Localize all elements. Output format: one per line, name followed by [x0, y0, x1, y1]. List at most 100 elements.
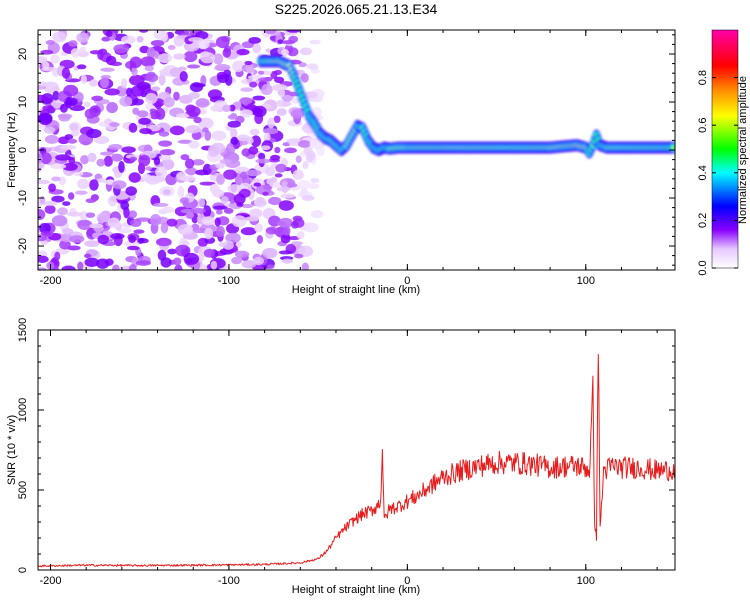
- noise-blob: [75, 190, 88, 195]
- noise-blob: [166, 218, 178, 227]
- noise-blob: [237, 134, 250, 142]
- noise-blob: [155, 107, 166, 120]
- noise-blob: [195, 98, 210, 108]
- noise-blob: [296, 231, 305, 240]
- noise-blob: [173, 53, 186, 60]
- noise-blob: [199, 181, 216, 186]
- noise-blob: [215, 36, 230, 49]
- noise-blob: [62, 228, 74, 235]
- noise-blob: [310, 210, 324, 219]
- noise-blob: [224, 74, 233, 86]
- noise-blob: [145, 166, 152, 171]
- noise-blob: [252, 43, 261, 54]
- colorbar-tick-label: 0.2: [697, 213, 709, 228]
- noise-blob: [241, 260, 257, 269]
- noise-blob: [96, 158, 106, 167]
- noise-blob: [282, 226, 291, 236]
- noise-blob: [183, 30, 190, 33]
- noise-blob: [158, 73, 166, 86]
- noise-blob: [183, 252, 200, 265]
- x-tick-label: -200: [39, 575, 61, 587]
- noise-blob: [264, 30, 277, 35]
- noise-blob: [84, 240, 100, 247]
- noise-blob: [51, 215, 68, 227]
- noise-blob: [67, 245, 81, 251]
- noise-blob: [195, 169, 209, 176]
- noise-blob: [59, 103, 68, 113]
- noise-blob: [38, 179, 51, 185]
- noise-blob: [246, 137, 254, 144]
- noise-blob: [130, 85, 145, 97]
- noise-blob: [214, 63, 231, 72]
- noise-blob: [258, 152, 266, 161]
- noise-blob: [252, 95, 266, 101]
- noise-blob: [100, 67, 115, 72]
- noise-blob: [245, 169, 262, 177]
- noise-blob: [89, 223, 104, 229]
- noise-blob: [277, 88, 286, 98]
- noise-blob: [79, 210, 89, 221]
- noise-blob: [162, 189, 171, 195]
- noise-blob: [278, 250, 293, 255]
- noise-blob: [254, 223, 264, 233]
- noise-blob: [123, 240, 140, 248]
- noise-blob: [252, 105, 267, 118]
- noise-blob: [128, 122, 138, 133]
- noise-blob: [38, 152, 43, 164]
- noise-blob: [214, 217, 221, 227]
- snr-series-line: [38, 353, 675, 568]
- noise-blob: [107, 217, 120, 228]
- noise-blob: [268, 196, 282, 206]
- y-tick-label: 1000: [17, 398, 29, 422]
- noise-blob: [231, 215, 247, 228]
- noise-blob: [257, 70, 265, 75]
- spectrogram-y-ticks: -20 -10 0 10 20: [17, 34, 675, 266]
- noise-blob: [219, 158, 232, 165]
- noise-blob: [302, 91, 318, 99]
- noise-blob: [300, 47, 312, 56]
- noise-blob: [68, 40, 78, 47]
- y-tick-label: 500: [17, 481, 29, 499]
- noise-blob: [121, 35, 136, 45]
- noise-blob: [52, 90, 60, 101]
- noise-blob: [227, 120, 241, 128]
- noise-blob: [216, 225, 225, 238]
- noise-blob: [125, 186, 137, 196]
- noise-blob: [93, 135, 110, 145]
- y-tick-label: -10: [17, 190, 29, 206]
- noise-blob: [38, 112, 53, 124]
- snr-x-label: Height of straight line (km): [292, 584, 420, 596]
- noise-blob: [225, 232, 241, 243]
- noise-blob: [290, 109, 305, 119]
- colorbar-label: Normalized spectral amplitude: [737, 76, 749, 224]
- noise-blob: [66, 211, 83, 217]
- noise-blob: [167, 44, 176, 51]
- snr-plot-area: [38, 330, 675, 570]
- noise-blob: [145, 175, 161, 185]
- noise-blob: [177, 224, 194, 235]
- noise-blob: [179, 71, 188, 82]
- noise-blob: [150, 214, 162, 226]
- noise-blob: [273, 115, 281, 124]
- noise-blob: [133, 229, 145, 234]
- noise-blob: [44, 204, 56, 215]
- noise-blob: [302, 160, 309, 170]
- noise-blob: [83, 101, 91, 108]
- noise-blob: [276, 108, 287, 116]
- noise-blob: [84, 253, 92, 259]
- colorbar-ticks: 0.0 0.2 0.4 0.6 0.8: [697, 70, 738, 276]
- noise-blob: [138, 237, 145, 243]
- noise-blob: [121, 146, 136, 154]
- noise-blob: [89, 79, 98, 87]
- noise-blob: [184, 158, 195, 169]
- noise-blob: [177, 139, 193, 144]
- noise-blob: [281, 258, 294, 264]
- noise-blob: [248, 36, 261, 44]
- noise-blob: [130, 219, 142, 228]
- noise-blob: [207, 89, 223, 100]
- noise-blob: [222, 104, 231, 113]
- colorbar-tick-label: 0.0: [697, 260, 709, 275]
- noise-blob: [151, 86, 161, 92]
- noise-blob: [67, 192, 75, 200]
- noise-blob: [149, 108, 157, 113]
